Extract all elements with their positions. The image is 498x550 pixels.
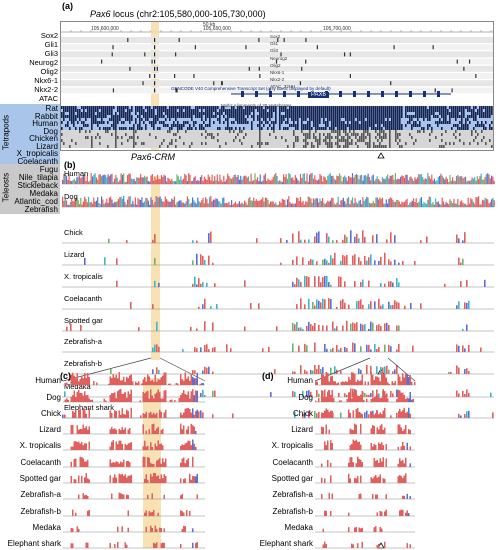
species-label: Human <box>287 376 313 385</box>
species-label: Elephant shark <box>7 539 61 548</box>
species-label: Human <box>35 376 61 385</box>
species-label: Lizard <box>291 425 313 434</box>
gene-label[interactable]: PAX6 <box>308 92 329 98</box>
track-label-neurog2: Neurog2 <box>29 58 58 67</box>
panel-d-tracks <box>315 372 416 549</box>
b-crm-highlight <box>151 176 160 360</box>
panel-a-label: (a) <box>62 1 73 11</box>
species-label: Spotted gar <box>64 316 103 325</box>
track-label-gli1: Gli1 <box>44 40 58 49</box>
species-label: Lizard <box>39 425 61 434</box>
species-label: X_tropicalis <box>16 149 58 158</box>
species-label: Elephant shark <box>259 539 313 548</box>
scale-text: 50 kb <box>203 22 216 28</box>
locus-gene-name: Pax6 <box>90 9 111 19</box>
panel-b-tracks <box>62 173 495 419</box>
panel-b-label: (b) <box>64 160 76 170</box>
species-label: Dog <box>298 393 313 402</box>
track-small-label: ATAC_32HH <box>270 84 296 90</box>
species-label: Human <box>32 119 58 128</box>
species-label: Chicken <box>29 134 58 143</box>
species-label: Zebrafish-a <box>272 490 313 499</box>
track-small-label: Gli3 <box>270 48 279 54</box>
c-crm-highlight <box>143 378 161 548</box>
species-label: Lizard <box>36 141 58 151</box>
track-small-label: Nkx6-1 <box>270 70 285 75</box>
species-label: Chick <box>292 409 313 418</box>
panel-d-label: (d) <box>262 371 274 381</box>
panel-c-label: (c) <box>60 371 71 381</box>
species-label: Medaka <box>284 523 313 532</box>
species-label: Rabbit <box>34 111 58 121</box>
track-label-nkx2-2: Nkx2-2 <box>34 85 58 94</box>
track-small-label: Olig2 <box>270 62 281 68</box>
gencode-text: GENCODE V40 Comprehensive Transcript Set… <box>171 86 331 91</box>
species-label: Zebrafish-b <box>272 507 313 516</box>
triangle-marker-a <box>377 152 385 159</box>
tetrapods-bar <box>0 104 60 164</box>
species-label: Medaka <box>64 382 91 391</box>
species-label: Rat <box>45 104 58 113</box>
species-label: Spotted gar <box>19 474 61 483</box>
coord-right: 105,700,000 <box>323 26 351 32</box>
track-label-atac: ATAC <box>39 94 58 103</box>
crm-label: Pax6-CRM <box>131 152 176 162</box>
species-label: Fugu <box>39 165 58 174</box>
species-label: Medaka <box>29 189 58 198</box>
species-label: X. tropicalis <box>271 441 313 450</box>
browser-tracks <box>61 22 493 150</box>
track-label-nkx6-1: Nkx6-1 <box>34 76 58 85</box>
species-label: Dog <box>46 393 61 402</box>
species-label: Chick <box>64 228 83 237</box>
track-label-olig2: Olig2 <box>40 67 58 76</box>
species-label: Stickleback <box>17 181 58 190</box>
track-label-gli3: Gli3 <box>44 49 58 58</box>
track-small-label: Gli1 <box>270 41 279 47</box>
species-label: Zebrafish <box>24 205 58 214</box>
coord-mid: 105,650,000 <box>203 26 231 32</box>
species-label: Chick <box>40 409 61 418</box>
species-label: Zebrafish-a <box>64 337 102 346</box>
species-label: Coelacanth <box>272 458 313 467</box>
track-small-label: Nkx2-2 <box>270 77 285 83</box>
species-label: Dog <box>64 192 78 201</box>
species-label: Dog <box>43 126 58 136</box>
species-label: Coelacanth <box>17 156 58 166</box>
species-label: Zebrafish-b <box>64 359 102 368</box>
multiz-text: Multiz Alignments of 30 Vertebrates <box>221 103 292 108</box>
species-label: Coelacanth <box>20 458 61 467</box>
species-label: Zebrafish-b <box>20 507 61 516</box>
locus-title: Pax6 locus (chr2:105,580,000-105,730,000… <box>90 9 266 19</box>
species-label: Coelacanth <box>64 294 102 303</box>
teleosts-bar <box>0 164 60 214</box>
species-label: Human <box>64 169 89 178</box>
species-label: Medaka <box>32 523 61 532</box>
species-label: Elephant shark <box>64 403 115 412</box>
species-label: X. tropicalis <box>64 272 103 281</box>
coord-left: 105,600,000 <box>91 26 119 32</box>
genome-browser-view[interactable]: 50 kb 105,600,000 105,650,000 105,700,00… <box>60 21 494 151</box>
species-label: X. tropicalis <box>19 441 61 450</box>
species-label: Zebrafish-a <box>20 490 61 499</box>
track-label-sox2: Sox2 <box>40 31 58 40</box>
species-label: Spotted gar <box>271 474 313 483</box>
species-label: Nile_tilapia <box>18 173 58 182</box>
species-label: Atlantic_cod <box>14 197 58 206</box>
species-label: Lizard <box>64 250 85 259</box>
track-small-label: Sox2 <box>270 34 281 39</box>
track-small-label: Neurog2 <box>270 55 288 61</box>
panel-c-tracks <box>63 372 205 549</box>
locus-coordinates: locus (chr2:105,580,000-105,730,000) <box>110 9 266 19</box>
